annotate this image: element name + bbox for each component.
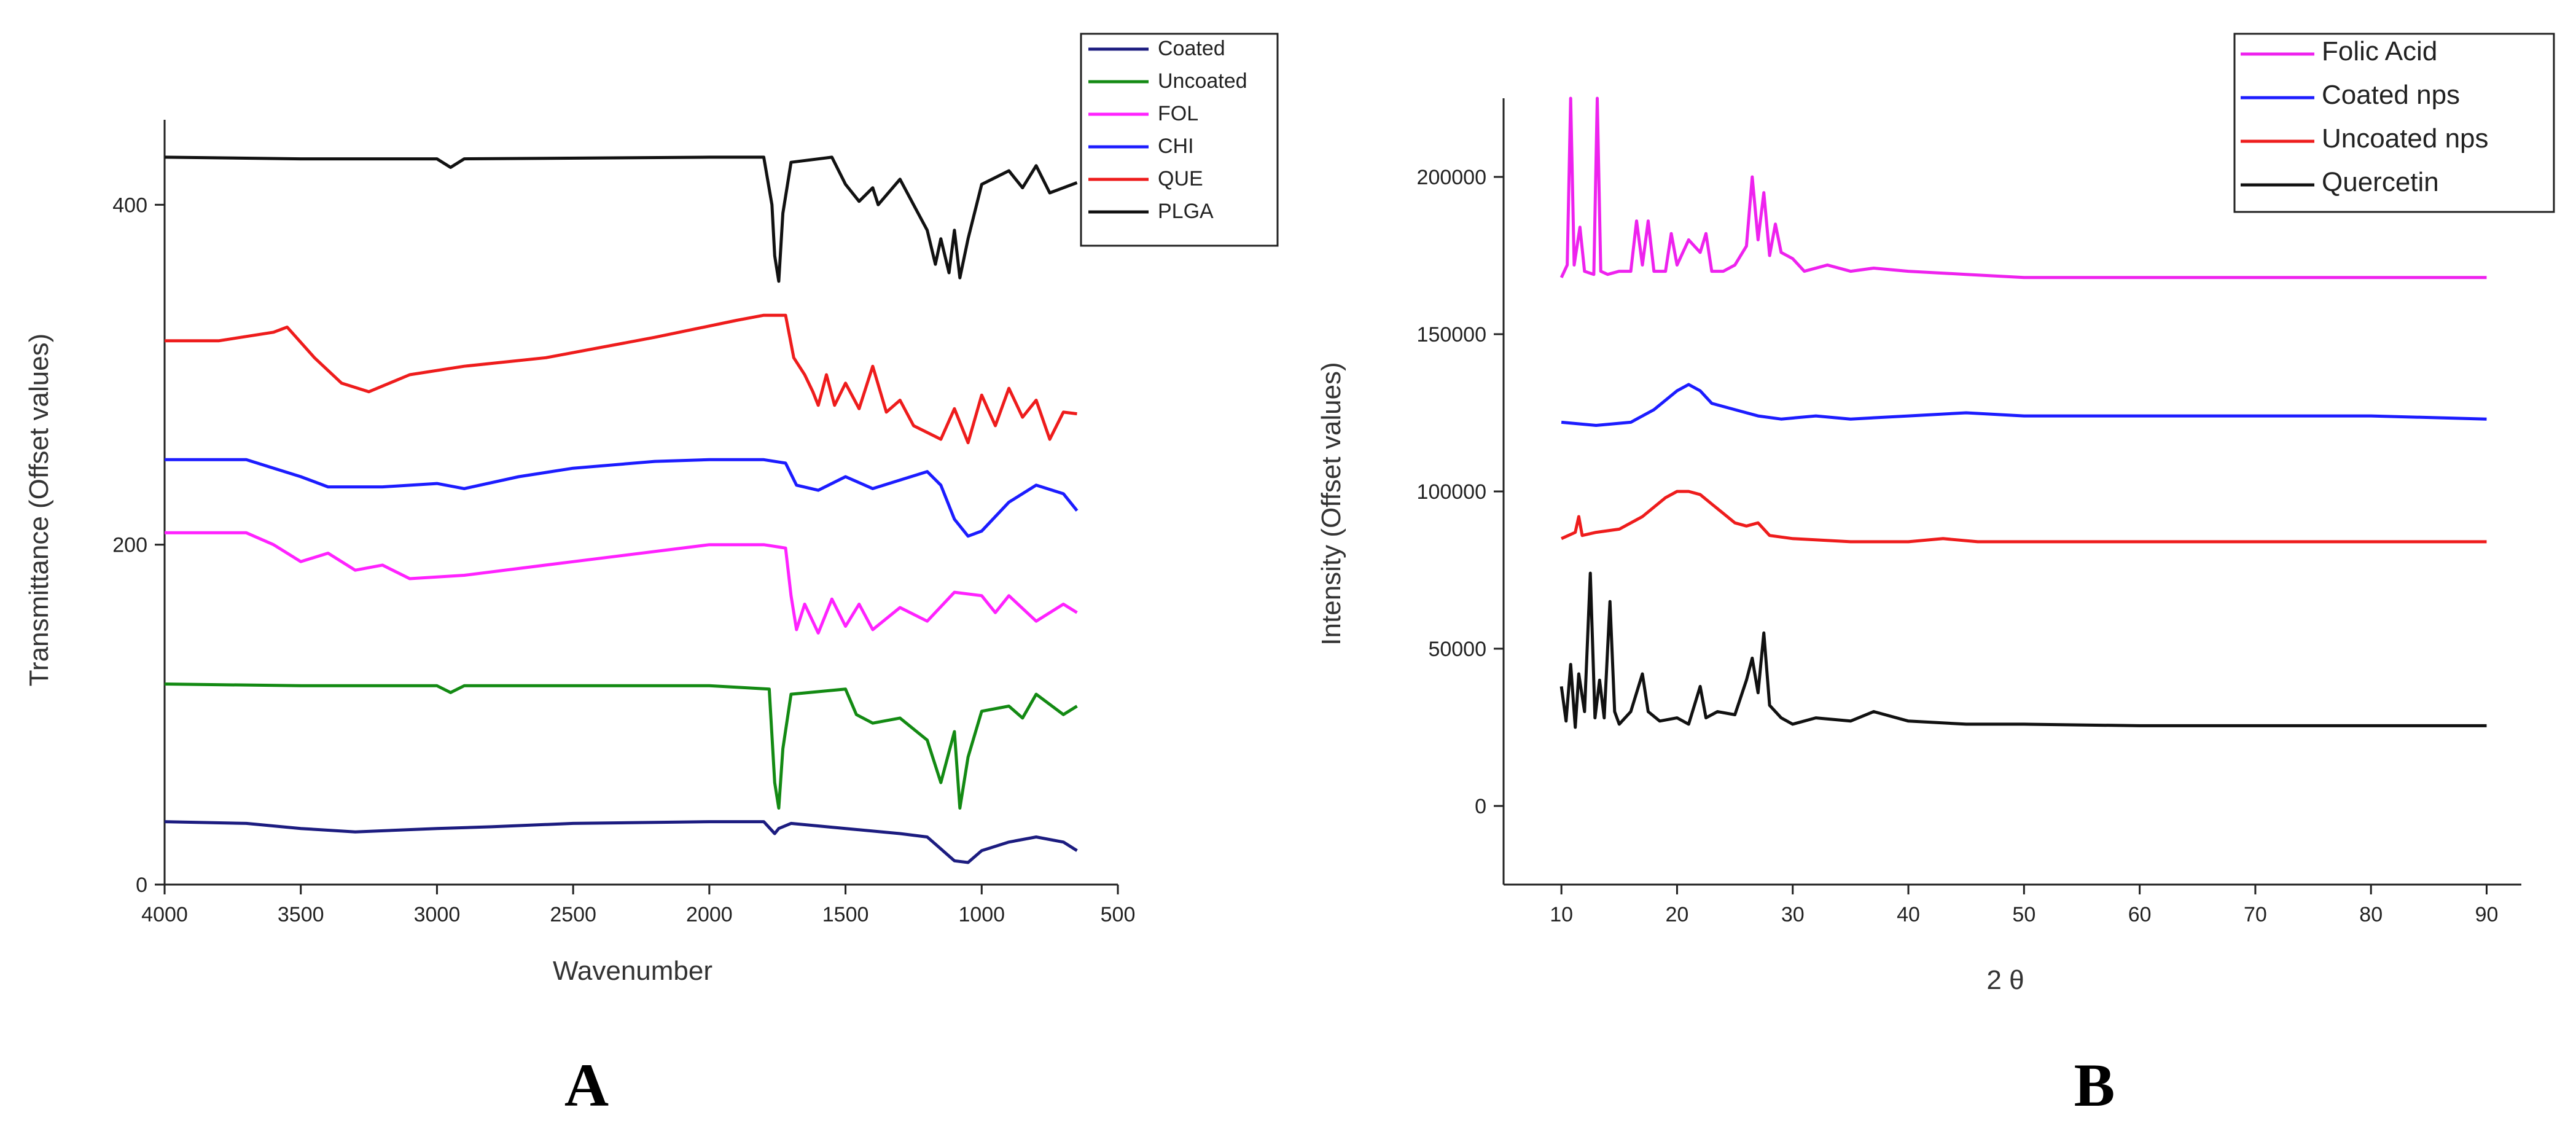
y-tick-label: 50000 [1428,638,1486,661]
series-line-chi [165,458,1079,538]
legend-label-coated: Coated [1158,37,1225,60]
y-tick-label: 100000 [1417,480,1486,504]
x-tick-label: 80 [2359,903,2383,926]
series-line-folic-acid [1559,96,2487,280]
x-tick-label: 500 [1101,903,1136,926]
legend-label-uncoated: Uncoated [1158,69,1247,93]
y-tick-label: 0 [136,874,147,897]
x-tick-label: 10 [1550,903,1573,926]
series-line-fol [165,531,1078,635]
y-tick-label: 200 [112,534,147,557]
x-tick-label: 1500 [822,903,869,926]
panel-a-chart: 4000 3500 3000 2500 2000 1500 1000 500 0200400 … [24,33,1279,986]
series-line-quercetin [1559,571,2487,729]
panel-a-series [164,155,1079,864]
y-tick-label: 0 [1475,795,1486,818]
series-line-coated [164,820,1078,864]
panel-b-chart: 10 20 30 40 50 60 70 80 90 0 50000 100000 150000 200… [1316,33,2555,995]
x-tick-label: 30 [1781,903,1805,926]
panel-a-axes [163,120,1118,886]
panel-b-axes [1502,98,2521,886]
y-tick-label: 400 [112,194,147,217]
legend-label-quercetin: Quercetin [2322,167,2439,197]
series-line-uncoated [164,682,1078,810]
panel-b-y-ticks: 0 50000 100000 150000 200000 [1417,166,1504,818]
panel-a-x-axis-title: Wavenumber [553,956,712,986]
x-tick-label: 20 [1666,903,1689,926]
panel-a-y-axis-title: Transmittance (Offset values) [24,334,54,687]
panel-a-label: A [564,1051,609,1119]
panel-b-x-ticks: 10 20 30 40 50 60 70 80 90 [1550,885,2498,926]
legend-label-coated-nps: Coated nps [2322,80,2460,110]
legend-label-uncoated-nps: Uncoated nps [2322,123,2489,154]
series-line-plga [164,155,1078,283]
legend-label-que: QUE [1158,167,1203,190]
panel-b-series [1559,96,2487,729]
panel-b-legend-box [2233,33,2555,213]
panel-b-legend: Folic Acid Coated nps Uncoated nps Querceti… [2233,33,2555,213]
panel-a-x-ticks: 4000 3500 3000 2500 2000 1500 1000 500 [141,885,1135,926]
x-tick-label: 70 [2244,903,2267,926]
series-line-que [165,313,1077,445]
panel-a-legend: Coated Uncoated FOL CHI QUE PLGA [1080,33,1279,247]
x-tick-label: 3500 [278,903,324,926]
series-line-uncoated-nps [1561,490,2487,544]
x-tick-label: 1000 [958,903,1005,926]
x-tick-label: 3000 [414,903,461,926]
y-tick-label: 200000 [1417,166,1486,189]
y-tick-label: 150000 [1417,323,1486,346]
legend-label-chi: CHI [1158,135,1194,158]
x-tick-label: 60 [2128,903,2152,926]
panel-b-y-axis-title: Intensity (Offset values) [1316,362,1346,645]
panel-a-y-ticks: 0 200 400 [112,194,165,897]
x-tick-label: 50 [2012,903,2035,926]
x-tick-label: 40 [1897,903,1920,926]
legend-label-fol: FOL [1158,102,1198,125]
x-tick-label: 4000 [141,903,188,926]
panel-b-label: B [2074,1051,2115,1119]
x-tick-label: 90 [2475,903,2499,926]
series-line-coated-nps [1561,383,2487,427]
legend-label-plga: PLGA [1158,200,1214,223]
x-tick-label: 2000 [686,903,733,926]
panel-b-x-axis-title: 2 θ [1986,965,2024,995]
x-tick-label: 2500 [550,903,596,926]
legend-label-folic-acid: Folic Acid [2322,36,2437,66]
